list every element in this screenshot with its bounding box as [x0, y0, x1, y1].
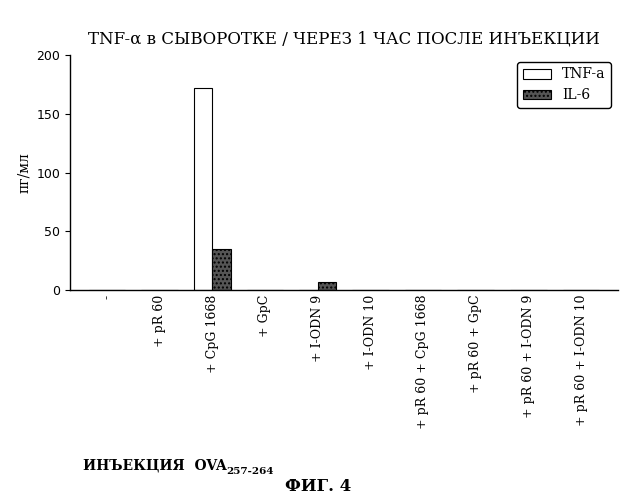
Text: ИНЪЕКЦИЯ  OVA: ИНЪЕКЦИЯ OVA: [83, 458, 227, 472]
Text: 257-264: 257-264: [226, 467, 274, 476]
Legend: TNF-a, IL-6: TNF-a, IL-6: [517, 62, 611, 108]
Bar: [194, 88, 212, 290]
Text: ФИГ. 4: ФИГ. 4: [285, 478, 352, 495]
Title: TNF-α в СЫВОРОТКЕ / ЧЕРЕЗ 1 ЧАС ПОСЛЕ ИНЪЕКЦИИ: TNF-α в СЫВОРОТКЕ / ЧЕРЕЗ 1 ЧАС ПОСЛЕ ИН…: [88, 31, 600, 48]
Bar: [212, 249, 231, 290]
Y-axis label: пг/мл: пг/мл: [17, 152, 31, 193]
Bar: [318, 282, 336, 290]
